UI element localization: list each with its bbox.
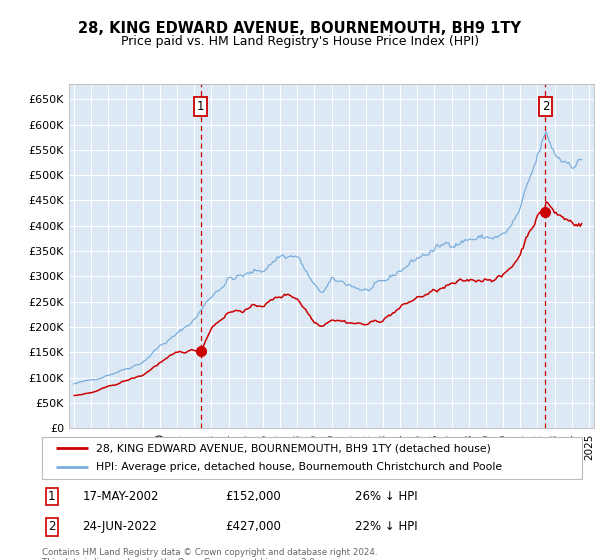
Text: HPI: Average price, detached house, Bournemouth Christchurch and Poole: HPI: Average price, detached house, Bour… xyxy=(96,463,502,473)
Text: 1: 1 xyxy=(48,490,55,503)
Text: 28, KING EDWARD AVENUE, BOURNEMOUTH, BH9 1TY: 28, KING EDWARD AVENUE, BOURNEMOUTH, BH9… xyxy=(79,21,521,36)
Text: 24-JUN-2022: 24-JUN-2022 xyxy=(83,520,157,533)
Text: 17-MAY-2002: 17-MAY-2002 xyxy=(83,490,159,503)
Text: 28, KING EDWARD AVENUE, BOURNEMOUTH, BH9 1TY (detached house): 28, KING EDWARD AVENUE, BOURNEMOUTH, BH9… xyxy=(96,443,491,453)
Text: £427,000: £427,000 xyxy=(226,520,281,533)
Text: 26% ↓ HPI: 26% ↓ HPI xyxy=(355,490,418,503)
Text: Price paid vs. HM Land Registry's House Price Index (HPI): Price paid vs. HM Land Registry's House … xyxy=(121,35,479,48)
Text: Contains HM Land Registry data © Crown copyright and database right 2024.
This d: Contains HM Land Registry data © Crown c… xyxy=(42,548,377,560)
Text: 1: 1 xyxy=(197,100,205,113)
Text: 2: 2 xyxy=(48,520,55,533)
Text: 22% ↓ HPI: 22% ↓ HPI xyxy=(355,520,418,533)
Text: 2: 2 xyxy=(542,100,549,113)
Text: £152,000: £152,000 xyxy=(226,490,281,503)
